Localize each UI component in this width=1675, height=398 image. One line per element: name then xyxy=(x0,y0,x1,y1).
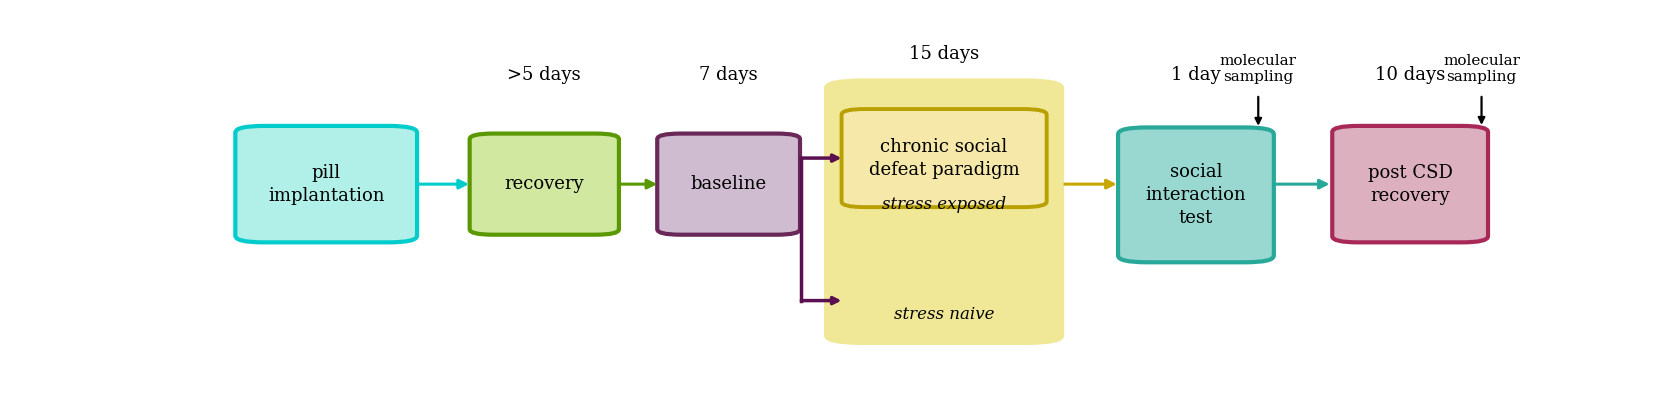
Text: stress naive: stress naive xyxy=(894,306,995,324)
Text: recovery: recovery xyxy=(504,175,585,193)
Text: 15 days: 15 days xyxy=(910,45,980,63)
FancyBboxPatch shape xyxy=(1332,126,1487,242)
Text: post CSD
recovery: post CSD recovery xyxy=(1368,164,1452,205)
FancyBboxPatch shape xyxy=(1119,127,1273,262)
Text: stress exposed: stress exposed xyxy=(883,195,1007,213)
FancyBboxPatch shape xyxy=(235,126,417,242)
Text: pill
implantation: pill implantation xyxy=(268,164,385,205)
FancyBboxPatch shape xyxy=(657,134,801,235)
FancyBboxPatch shape xyxy=(469,134,620,235)
Text: social
interaction
test: social interaction test xyxy=(1146,163,1246,227)
Text: 10 days: 10 days xyxy=(1375,66,1446,84)
Text: baseline: baseline xyxy=(690,175,767,193)
Text: molecular
sampling: molecular sampling xyxy=(1219,54,1296,84)
FancyBboxPatch shape xyxy=(841,109,1047,207)
Text: 7 days: 7 days xyxy=(700,66,757,84)
Text: 1 day: 1 day xyxy=(1171,66,1221,84)
FancyBboxPatch shape xyxy=(824,78,1064,345)
Text: chronic social
defeat paradigm: chronic social defeat paradigm xyxy=(869,138,1020,179)
Text: molecular
sampling: molecular sampling xyxy=(1444,54,1519,84)
Text: >5 days: >5 days xyxy=(508,66,581,84)
